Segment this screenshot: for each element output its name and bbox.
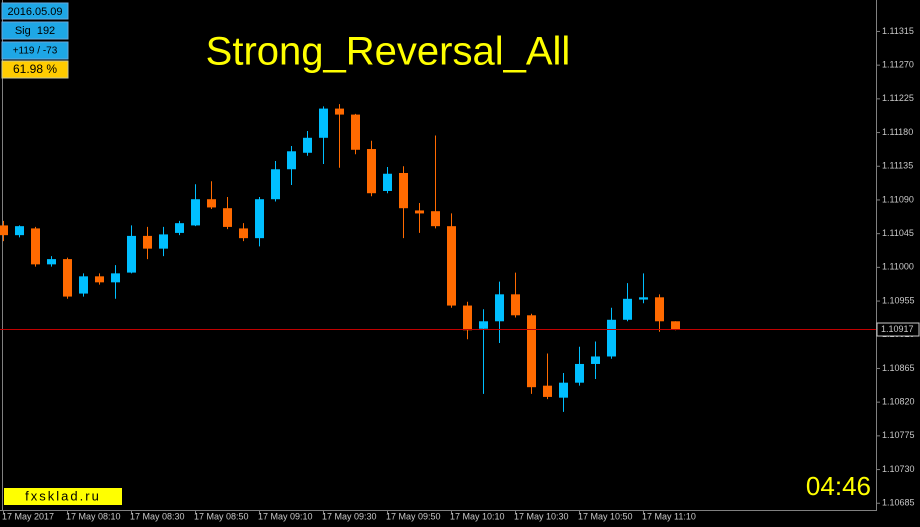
y-tick-label: 1.10865 bbox=[882, 363, 915, 373]
candle-body bbox=[447, 226, 456, 306]
candle-body bbox=[0, 225, 8, 236]
candle-body bbox=[351, 114, 360, 150]
candle-body bbox=[671, 321, 680, 330]
candle-body bbox=[415, 210, 424, 214]
candle-body bbox=[431, 211, 440, 227]
x-tick-label: 17 May 08:50 bbox=[194, 511, 249, 521]
candle-body bbox=[383, 173, 392, 191]
y-tick-label: 1.11225 bbox=[882, 93, 914, 103]
candle-body bbox=[15, 226, 24, 236]
y-tick-label: 1.11045 bbox=[882, 228, 914, 238]
candle-body bbox=[319, 108, 328, 138]
candle-body bbox=[623, 298, 632, 320]
candle-body bbox=[495, 294, 504, 322]
y-tick-label: 1.11090 bbox=[882, 194, 914, 204]
candle-body bbox=[127, 235, 136, 273]
y-tick-label: 1.11180 bbox=[882, 127, 913, 137]
candle-body bbox=[335, 108, 344, 115]
x-tick-label: 17 May 08:30 bbox=[130, 511, 185, 521]
candle-body bbox=[255, 199, 264, 239]
y-tick-label: 1.10955 bbox=[882, 295, 915, 305]
price-label-box bbox=[876, 322, 920, 337]
candle-body bbox=[95, 276, 104, 283]
x-tick-label: 17 May 09:50 bbox=[386, 511, 441, 521]
candle-body bbox=[591, 356, 600, 364]
watermark: fxsklad.ru bbox=[25, 488, 101, 503]
x-tick-label: 17 May 08:10 bbox=[66, 511, 121, 521]
candle-body bbox=[479, 321, 488, 329]
watermark-box bbox=[4, 488, 122, 505]
candle-body bbox=[143, 235, 152, 249]
candle-body bbox=[223, 208, 232, 227]
info-stats: +119 / -73 bbox=[13, 46, 58, 57]
timer: 04:46 bbox=[806, 471, 871, 501]
x-tick-label: 17 May 2017 bbox=[2, 511, 54, 521]
candle-body bbox=[399, 172, 408, 209]
info-box bbox=[1, 60, 69, 79]
candle-body bbox=[207, 199, 216, 208]
chart-title: Strong_Reversal_All bbox=[206, 30, 571, 74]
candle-body bbox=[79, 276, 88, 294]
price-label: 1.10917 bbox=[881, 324, 914, 334]
candle-body bbox=[287, 151, 296, 170]
candle-body bbox=[463, 305, 472, 331]
candle-body bbox=[367, 149, 376, 194]
candle-body bbox=[639, 297, 648, 300]
plot bbox=[0, 104, 680, 412]
y-tick-label: 1.11000 bbox=[882, 262, 914, 272]
x-tick-label: 17 May 09:30 bbox=[322, 511, 377, 521]
info-panel: 2016.05.09 Sig 192 +119 / -73 61.98 % bbox=[1, 2, 69, 79]
x-tick-label: 17 May 10:30 bbox=[514, 511, 569, 521]
candle-body bbox=[63, 259, 72, 297]
y-tick-label: 1.11135 bbox=[882, 161, 913, 171]
candle-body bbox=[527, 315, 536, 388]
candle-body bbox=[511, 294, 520, 316]
info-box bbox=[1, 21, 69, 40]
candle-body bbox=[159, 234, 168, 249]
candle-body bbox=[655, 297, 664, 322]
candle-body bbox=[111, 273, 120, 283]
candle-body bbox=[271, 169, 280, 200]
candle-body bbox=[31, 228, 40, 265]
info-rate: 61.98 % bbox=[13, 62, 57, 76]
x-tick-label: 17 May 10:10 bbox=[450, 511, 505, 521]
candle-body bbox=[559, 382, 568, 398]
y-tick-label: 1.10730 bbox=[882, 464, 915, 474]
candle-body bbox=[607, 319, 616, 357]
candle-body bbox=[543, 385, 552, 397]
candle-body bbox=[175, 223, 184, 233]
x-tick-label: 17 May 11:10 bbox=[642, 511, 696, 521]
info-date: 2016.05.09 bbox=[7, 6, 62, 18]
candle-body bbox=[239, 228, 248, 239]
candle-body bbox=[303, 137, 312, 153]
candle-body bbox=[47, 259, 56, 265]
y-tick-label: 1.11315 bbox=[882, 26, 914, 36]
candle-body bbox=[191, 199, 200, 226]
info-box bbox=[1, 41, 69, 60]
y-tick-label: 1.10685 bbox=[882, 498, 915, 508]
candle-body bbox=[575, 363, 584, 383]
x-tick-label: 17 May 10:50 bbox=[578, 511, 633, 521]
info-signals: Sig 192 bbox=[15, 25, 55, 37]
y-tick-label: 1.10820 bbox=[882, 397, 915, 407]
info-box bbox=[1, 2, 69, 20]
x-tick-label: 17 May 09:10 bbox=[258, 511, 313, 521]
y-tick-label: 1.10775 bbox=[882, 430, 915, 440]
y-tick-label: 1.11270 bbox=[882, 60, 914, 70]
